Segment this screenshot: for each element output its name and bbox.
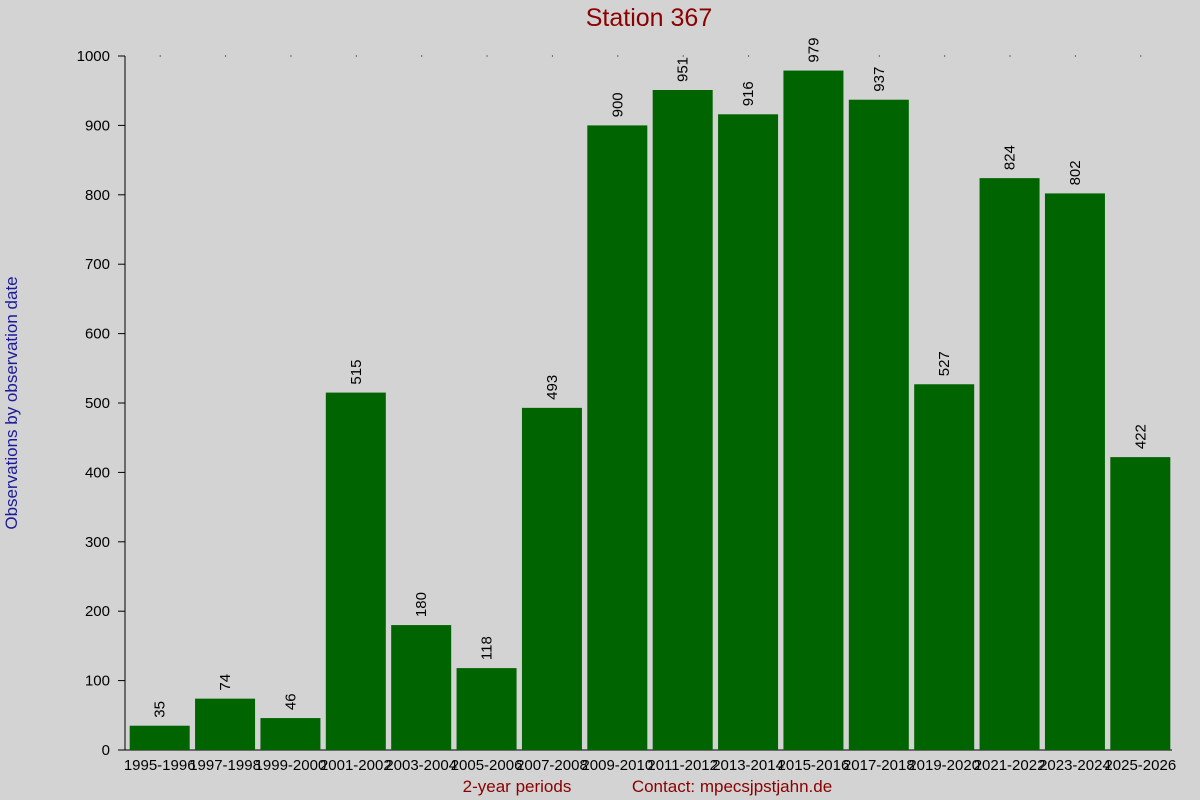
bar — [521, 407, 582, 750]
value-label: 937 — [871, 67, 888, 92]
x-tick-label: 1999-2000 — [255, 757, 327, 774]
bar — [979, 178, 1040, 751]
value-label: 824 — [1002, 145, 1019, 170]
x-tick-label: 1997-1998 — [189, 757, 261, 774]
value-label: 515 — [348, 360, 365, 385]
x-tick-label: 1995-1996 — [124, 757, 196, 774]
bar — [914, 384, 975, 750]
x-tick-label: 2017-2018 — [843, 757, 915, 774]
bar — [848, 99, 909, 751]
value-label: 900 — [609, 92, 626, 117]
bar — [195, 698, 256, 750]
x-tick-label: 2023-2024 — [1039, 757, 1111, 774]
bar — [1110, 457, 1171, 750]
x-tick-label: 2001-2002 — [320, 757, 392, 774]
x-axis-label: 2-year periods — [463, 777, 572, 796]
x-tick-label: 2013-2014 — [712, 757, 784, 774]
bar — [456, 668, 517, 750]
y-tick-label: 600 — [85, 326, 110, 343]
value-label: 916 — [740, 81, 757, 106]
x-tick-label: 2011-2012 — [647, 757, 718, 774]
value-label: 180 — [413, 592, 430, 617]
bar — [652, 90, 713, 751]
y-tick-label: 400 — [85, 464, 110, 481]
value-label: 35 — [152, 701, 169, 718]
x-tick-label: 2005-2006 — [451, 757, 523, 774]
y-tick-label: 0 — [102, 742, 110, 759]
bar — [260, 718, 321, 750]
chart-title: Station 367 — [586, 4, 713, 32]
y-tick-label: 1000 — [77, 48, 110, 65]
x-tick-label: 2019-2020 — [908, 757, 980, 774]
value-label: 979 — [805, 38, 822, 63]
value-label: 527 — [936, 351, 953, 376]
x-tick-label: 2015-2016 — [778, 757, 850, 774]
y-tick-label: 700 — [85, 256, 110, 273]
bar — [1044, 193, 1105, 751]
value-label: 802 — [1067, 160, 1084, 185]
y-tick-label: 200 — [85, 603, 110, 620]
y-tick-label: 900 — [85, 117, 110, 134]
bar — [391, 625, 452, 750]
bar — [718, 114, 779, 750]
bar — [587, 125, 648, 750]
contact: Contact: mpecsjpstjahn.de — [632, 777, 832, 796]
y-axis-label: Observations by observation date — [2, 276, 21, 529]
value-label: 422 — [1132, 424, 1149, 449]
y-tick-label: 500 — [85, 395, 110, 412]
bar — [783, 70, 844, 751]
bar — [325, 392, 386, 750]
value-label: 118 — [479, 636, 496, 660]
bar — [129, 725, 190, 750]
y-tick-label: 800 — [85, 187, 110, 204]
y-tick-label: 300 — [85, 534, 110, 551]
x-tick-label: 2007-2008 — [516, 757, 588, 774]
x-tick-label: 2009-2010 — [581, 757, 653, 774]
x-tick-label: 2003-2004 — [385, 757, 457, 774]
x-tick-label: 2025-2026 — [1104, 757, 1176, 774]
value-label: 951 — [675, 57, 692, 82]
value-label: 74 — [217, 674, 234, 691]
y-tick-label: 100 — [85, 673, 110, 690]
value-label: 46 — [282, 693, 299, 710]
value-label: 493 — [544, 375, 561, 400]
x-tick-label: 2021-2022 — [974, 757, 1046, 774]
